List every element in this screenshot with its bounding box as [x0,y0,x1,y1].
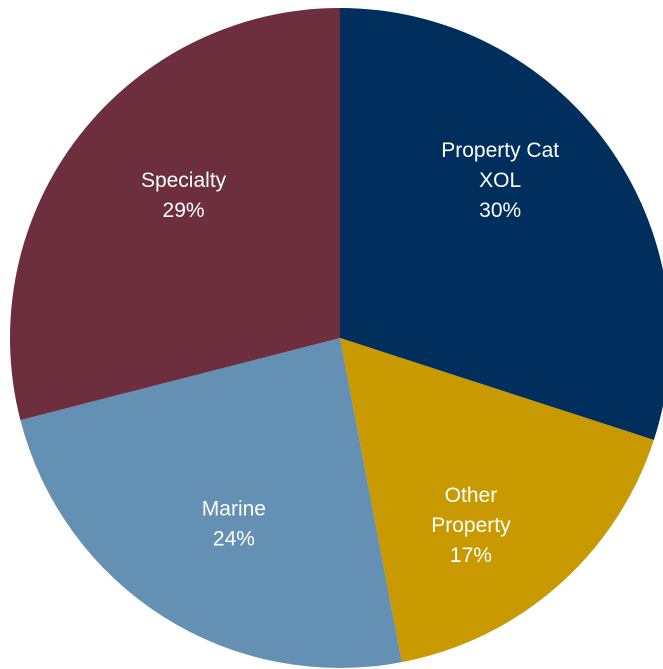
pie-label-line: 29% [163,199,205,222]
pie-label-line: Property Cat [441,139,559,162]
pie-slice-property-cat-xol [340,8,663,440]
pie-label-specialty: Specialty 29% [141,169,227,222]
pie-label-line: 30% [479,199,521,222]
pie-slice-specialty [9,8,340,421]
pie-label-property-cat-xol: Property Cat XOL 30% [441,139,559,222]
pie-label-other-property: Other Property 17% [431,484,511,567]
pie-label-marine: Marine 24% [202,498,266,551]
pie-label-line: 24% [213,528,255,551]
pie-label-line: Property [431,514,511,537]
pie-label-line: Specialty [141,169,227,192]
pie-label-line: Marine [202,498,266,521]
pie-label-line: Other [445,484,498,507]
pie-label-line: XOL [479,169,521,192]
labels-layer: Property Cat XOL 30% Other Property 17% Marine… [141,139,559,567]
pie-slice-marine [20,338,402,668]
pie-label-line: 17% [450,544,492,567]
pie-slice-other-property [340,338,654,663]
slices-layer [9,8,663,668]
